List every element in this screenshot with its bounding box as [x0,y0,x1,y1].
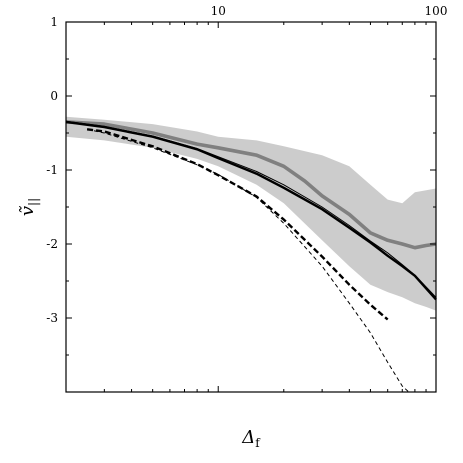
y-tick-label: 1 [50,15,58,29]
x-tick-label: 100 [425,4,448,18]
series-line-black-thick [65,120,437,301]
series-layer [65,120,437,393]
tick-labels: 10-1-2-310 100 [46,4,447,325]
y-axis-title-main: ṽ [17,205,38,216]
x-axis-title-main: Δ [241,427,255,448]
series-line-gray-thick [65,120,437,250]
y-tick-label: -1 [46,163,58,177]
x-axis-title: Δf [241,427,261,450]
confidence-band [66,116,436,311]
series-line-black-thin-dashed [86,128,410,393]
y-axis-title-sub: || [26,198,40,206]
band-area [66,116,436,311]
y-tick-label: -2 [46,237,58,251]
y-tick-label: -3 [46,311,58,325]
x-axis-title-sub: f [255,436,261,450]
series-line-black-thick-dashed [86,128,389,321]
axis-ticks [65,21,437,393]
series-line-black-thin [65,120,437,298]
x-tick-label: 10 [211,4,226,18]
y-tick-label: 0 [50,89,58,103]
y-axis-title: ṽ|| [17,198,40,216]
